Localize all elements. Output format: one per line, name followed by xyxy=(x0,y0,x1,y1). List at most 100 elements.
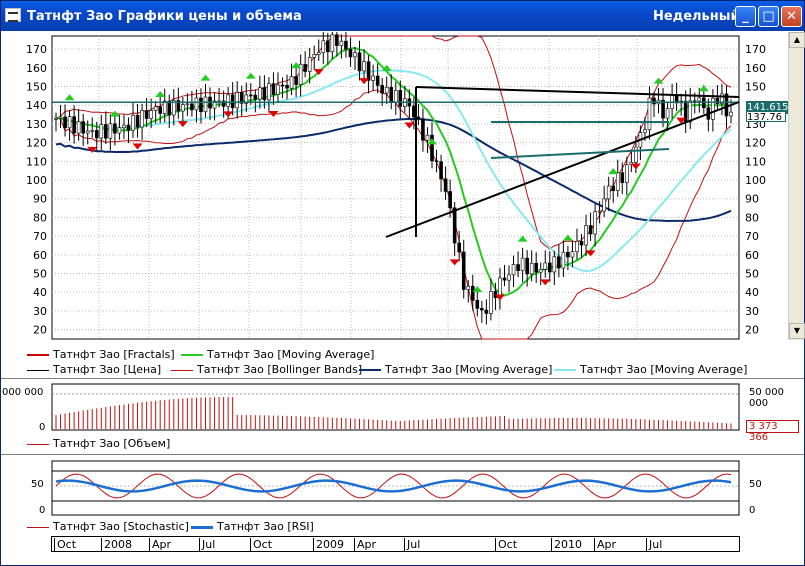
candle-body xyxy=(90,130,95,132)
candle-body xyxy=(393,90,398,103)
candle-body xyxy=(457,242,461,253)
candle-body xyxy=(122,124,126,128)
legend-swatch xyxy=(359,369,381,371)
y-tick-label-left: 130 xyxy=(26,118,47,131)
y-tick-label-left: 100 xyxy=(26,174,47,187)
vertical-scrollbar[interactable]: ▲ ▼ xyxy=(788,32,805,340)
candle-body xyxy=(584,225,588,246)
y-tick-label-right: 110 xyxy=(745,155,766,168)
fractal-down-arrow xyxy=(540,279,551,286)
y-tick-label-left: 50 xyxy=(33,268,47,281)
y-tick-label-right: 120 xyxy=(745,137,766,150)
fractal-up-arrow xyxy=(109,110,120,117)
candle-body xyxy=(244,94,249,104)
candle-body xyxy=(439,161,443,180)
y-tick-label-left: 60 xyxy=(33,249,47,262)
trendline-top xyxy=(415,86,740,98)
y-tick-label-left: 40 xyxy=(33,286,47,299)
fractal-up-arrow xyxy=(698,85,709,92)
candle-body xyxy=(570,251,575,258)
candle-body xyxy=(362,61,366,72)
candle-body xyxy=(484,309,489,314)
price-chart[interactable]: 20 20 30 30 40 40 50 50 60 60 70 70 80 80 90 90 100 100 11… xyxy=(1,32,786,344)
fractal-up-arrow xyxy=(562,234,573,241)
time-axis-label: 2009 xyxy=(313,538,344,551)
candle-body xyxy=(176,100,181,112)
candle-body xyxy=(131,114,135,131)
y-tick-label-right: 30 xyxy=(745,305,759,318)
candle-body xyxy=(647,97,652,130)
volume-left-tick-zero: 0 xyxy=(39,422,46,433)
y-tick-label-right: 50 xyxy=(745,268,759,281)
fractal-up-arrow xyxy=(381,64,392,71)
candle-body xyxy=(421,118,425,141)
scroll-down-icon[interactable]: ▼ xyxy=(789,323,805,339)
legend-ma-navy: Татнфт Зао [Moving Average] xyxy=(359,363,552,376)
minimize-button[interactable]: _ xyxy=(735,6,756,27)
y-tick-label-left: 20 xyxy=(33,324,47,337)
osc-right-tick-50: 50 xyxy=(749,479,762,490)
close-button[interactable]: ✕ xyxy=(781,6,802,27)
candle-body xyxy=(611,185,616,191)
fractal-up-arrow xyxy=(155,91,166,98)
candle-body xyxy=(502,277,507,281)
y-tick-label-right: 170 xyxy=(745,43,766,56)
legend-stochastic: Татнфт Зао [Stochastic] xyxy=(27,520,189,533)
candle-body xyxy=(452,207,457,244)
candle-body xyxy=(72,116,76,134)
candle-body xyxy=(547,262,552,273)
candle-body xyxy=(606,185,611,200)
candle-body xyxy=(348,48,353,58)
legend-label: Татнфт Зао [Stochastic] xyxy=(53,520,189,533)
fractal-down-arrow xyxy=(268,110,279,117)
legend-rsi: Татнфт Зао [RSI] xyxy=(191,520,314,533)
y-tick-label-left: 30 xyxy=(33,305,47,318)
legend-label: Татнфт Зао [Объем] xyxy=(53,437,171,450)
candle-body xyxy=(661,99,665,119)
candle-body xyxy=(543,262,548,270)
ma-cyan xyxy=(55,69,732,272)
y-tick-label-right: 20 xyxy=(745,324,759,337)
candle-body xyxy=(76,121,81,134)
app-icon[interactable] xyxy=(5,8,21,22)
candle-body xyxy=(625,164,629,183)
candle-body xyxy=(398,90,403,107)
scroll-up-icon[interactable]: ▲ xyxy=(789,32,805,48)
candle-body xyxy=(226,94,230,107)
time-axis[interactable]: Oct 2008 Apr Jul Oct 2009 Apr Jul Oct 2010 Apr Jul xyxy=(51,536,740,552)
title-bar[interactable]: Татнфт Зао Графики цены и объема Недельн… xyxy=(1,1,804,31)
candle-body xyxy=(643,129,647,133)
candle-body xyxy=(430,134,434,162)
candle-body xyxy=(552,256,557,273)
panel-divider[interactable] xyxy=(1,378,804,380)
candle-body xyxy=(203,96,208,113)
candle-body xyxy=(525,257,529,275)
legend-volume: Татнфт Зао [Объем] xyxy=(27,437,170,450)
candle-body xyxy=(321,40,326,53)
candle-body xyxy=(597,210,602,213)
candle-body xyxy=(620,172,625,183)
maximize-button[interactable]: □ xyxy=(758,6,779,27)
candle-body xyxy=(326,40,330,53)
candle-body xyxy=(434,160,439,163)
legend-label: Татнфт Зао [Bollinger Bands] xyxy=(197,363,363,376)
legend-label: Татнфт Зао [Moving Average] xyxy=(385,363,553,376)
panel-divider[interactable] xyxy=(1,454,804,456)
legend-swatch xyxy=(27,369,49,371)
candle-body xyxy=(239,92,244,104)
fractal-up-arrow xyxy=(427,138,438,145)
y-tick-label-left: 140 xyxy=(26,99,47,112)
candle-body xyxy=(561,251,566,269)
legend-label: Татнфт Зао [Fractals] xyxy=(53,348,175,361)
volume-chart[interactable] xyxy=(1,381,786,433)
osc-left-tick-50: 50 xyxy=(31,479,44,490)
time-axis-label: Jul xyxy=(646,538,662,551)
second-price-badge: 137.76 xyxy=(746,111,786,122)
candle-body xyxy=(298,64,303,85)
oscillator-chart[interactable] xyxy=(1,458,786,518)
volume-right-tick-top: 50 000 000 xyxy=(749,387,784,409)
fractal-up-arrow xyxy=(608,168,619,175)
candle-body xyxy=(153,106,158,111)
y-tick-label-right: 80 xyxy=(745,211,759,224)
candle-body xyxy=(443,178,448,192)
